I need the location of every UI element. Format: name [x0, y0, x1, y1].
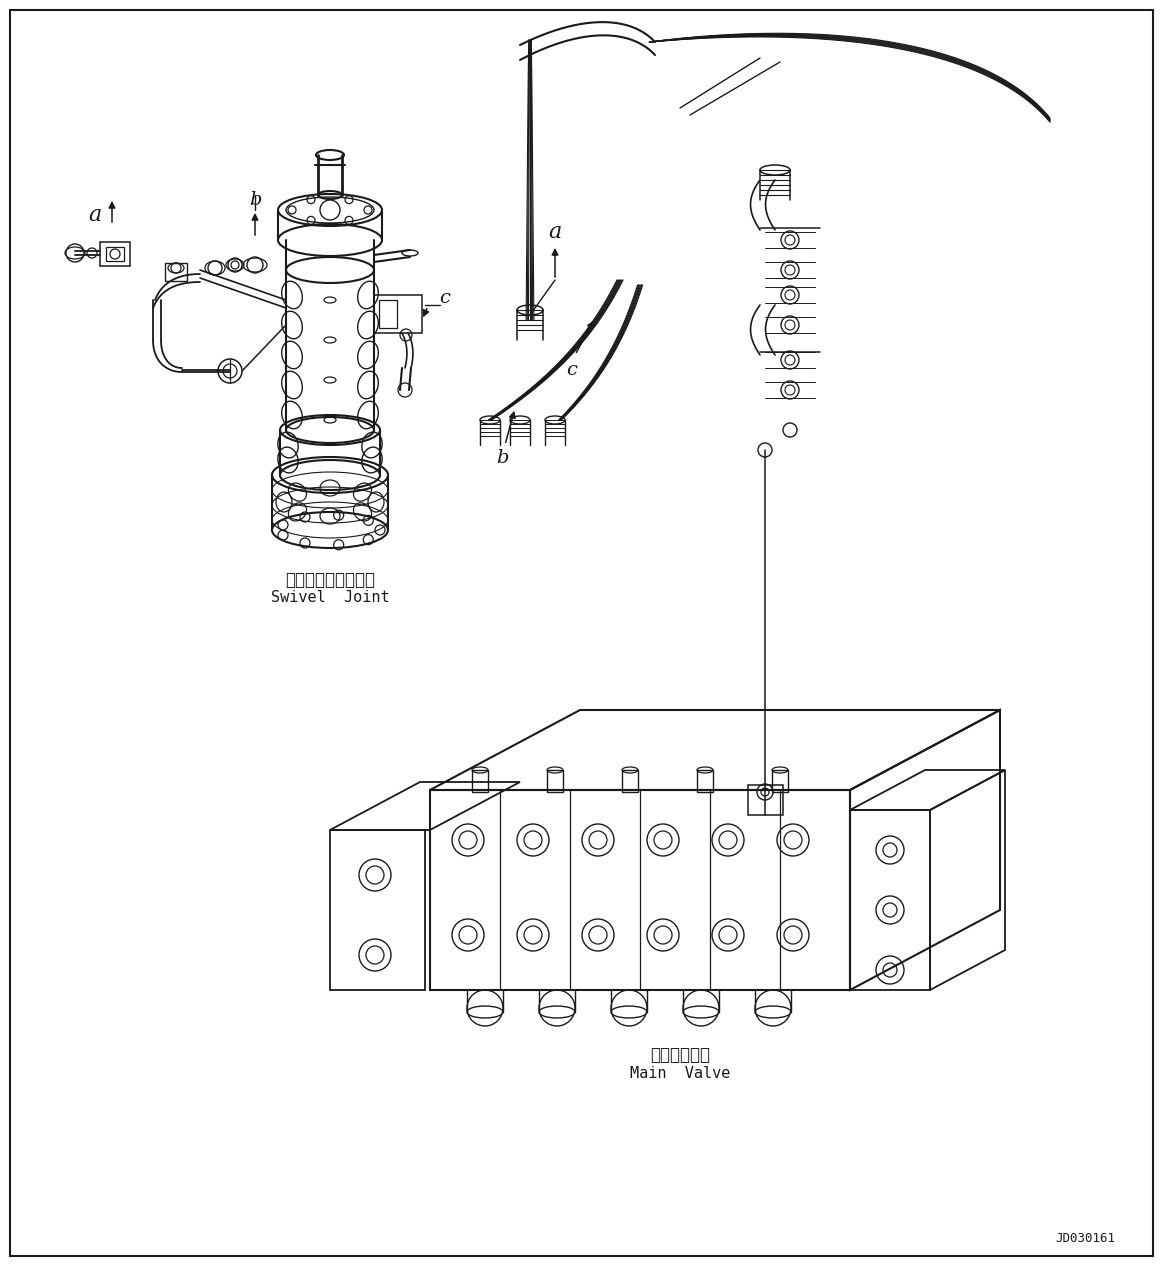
- Bar: [106, 247, 124, 261]
- Bar: [100, 242, 130, 266]
- Bar: [330, 830, 424, 990]
- Bar: [850, 810, 930, 990]
- Text: c: c: [566, 361, 578, 379]
- Bar: [697, 770, 713, 793]
- Bar: [430, 790, 850, 990]
- Text: Swivel  Joint: Swivel Joint: [271, 590, 390, 605]
- Text: a: a: [549, 222, 562, 243]
- Text: Main  Valve: Main Valve: [630, 1066, 730, 1080]
- Text: b: b: [249, 191, 262, 209]
- Text: スイベルジョイント: スイベルジョイント: [285, 571, 374, 589]
- Bar: [379, 300, 397, 328]
- Text: c: c: [440, 289, 450, 306]
- Text: b: b: [495, 449, 508, 467]
- Text: JD030161: JD030161: [1055, 1232, 1115, 1244]
- Text: a: a: [88, 204, 101, 227]
- Bar: [622, 770, 638, 793]
- Bar: [374, 295, 422, 333]
- Bar: [472, 770, 488, 793]
- Bar: [748, 785, 783, 815]
- Text: メインバルブ: メインバルブ: [650, 1046, 709, 1063]
- Bar: [165, 263, 187, 281]
- Bar: [772, 770, 789, 793]
- Bar: [547, 770, 563, 793]
